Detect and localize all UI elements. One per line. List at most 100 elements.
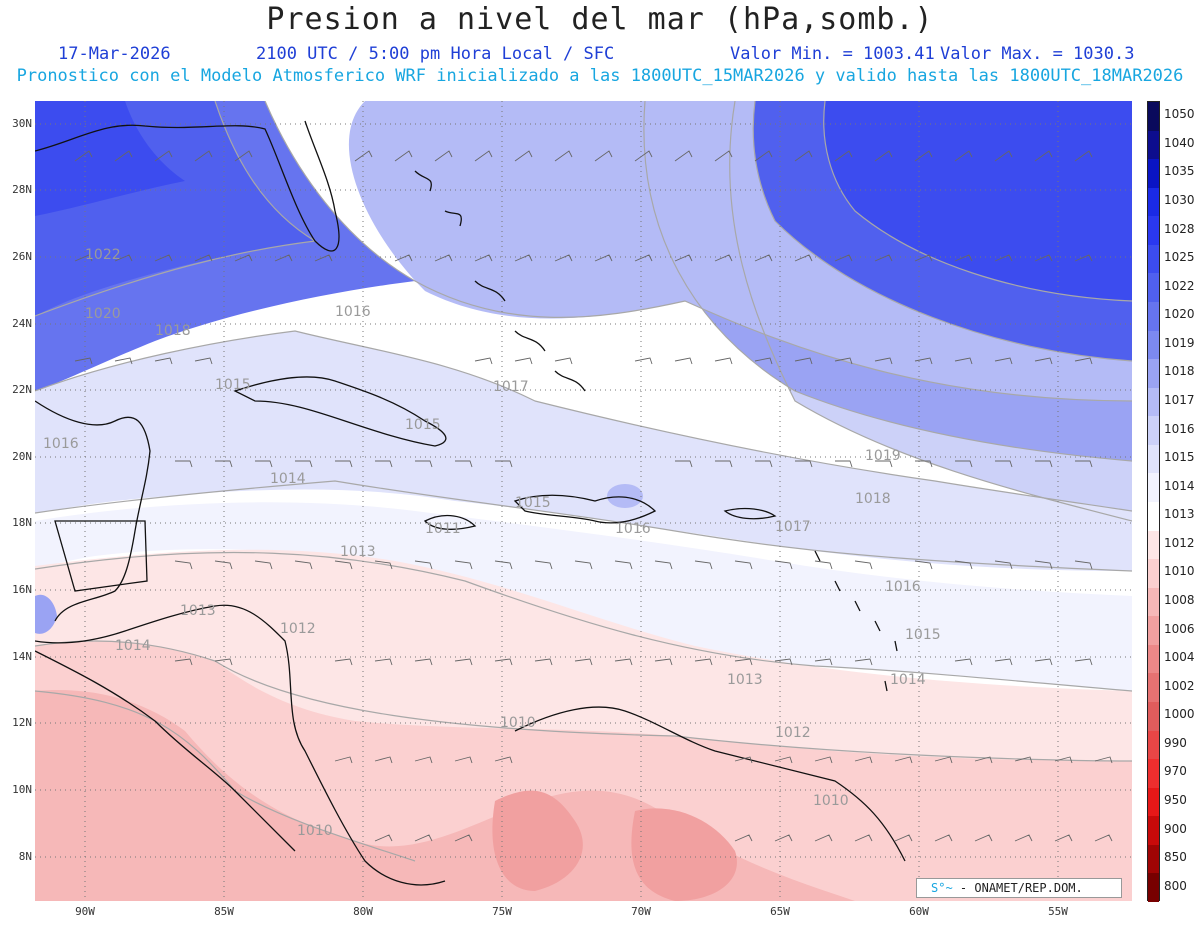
isobar-label: 1010	[500, 715, 536, 731]
isobar-label: 1012	[280, 621, 316, 637]
colorbar-segment	[1148, 216, 1159, 246]
colorbar-segment	[1148, 759, 1159, 789]
pressure-map: 1022 1020 1018 1016 1015 1015 1016 1014 1013 1013…	[35, 101, 1132, 901]
colorbar-label: 1015	[1164, 450, 1195, 465]
lat-label-10n: 10N	[12, 783, 32, 796]
lon-label-55w: 55W	[1048, 905, 1068, 918]
isobar-label: 1017	[775, 519, 811, 535]
isobar-label: 1013	[180, 603, 216, 619]
lat-label-20n: 20N	[12, 450, 32, 463]
colorbar-segment	[1148, 387, 1159, 417]
colorbar-label: 1010	[1164, 564, 1195, 579]
isobar-label: 1014	[890, 672, 926, 688]
wind-barbs	[74, 150, 1113, 842]
colorbar-label: 1002	[1164, 678, 1195, 693]
isobar-label: 1016	[43, 436, 79, 452]
isobar-label: 1019	[865, 448, 901, 464]
colorbar-segment	[1148, 730, 1159, 760]
isobar-label: 1014	[270, 471, 306, 487]
lon-label-75w: 75W	[492, 905, 512, 918]
isobar-label: 1015	[215, 377, 251, 393]
colorbar-label: 1013	[1164, 507, 1195, 522]
colorbar-label: 1025	[1164, 250, 1195, 265]
isobar-label: 1017	[493, 379, 529, 395]
colorbar-segment	[1148, 244, 1159, 274]
colorbar-segment	[1148, 559, 1159, 589]
isobar-label: 1018	[155, 323, 191, 339]
colorbar-segment	[1148, 273, 1159, 303]
colorbar-label: 1006	[1164, 621, 1195, 636]
colorbar-label: 1014	[1164, 478, 1195, 493]
lon-label-70w: 70W	[631, 905, 651, 918]
colorbar-label: 1004	[1164, 650, 1195, 665]
colorbar-label: 1020	[1164, 307, 1195, 322]
colorbar-label: 1000	[1164, 707, 1195, 722]
colorbar-label: 1008	[1164, 593, 1195, 607]
isobar-label: 1016	[335, 304, 371, 320]
colorbar-segment	[1148, 644, 1159, 674]
lat-label-30n: 30N	[12, 117, 32, 130]
colorbar-label: 950	[1164, 793, 1187, 807]
lat-label-12n: 12N	[12, 716, 32, 729]
colorbar-label: 900	[1164, 821, 1187, 836]
colorbar-segment	[1148, 302, 1159, 332]
lat-label-26n: 26N	[12, 250, 32, 263]
colorbar-segment	[1148, 530, 1159, 560]
colorbar-segment	[1148, 502, 1159, 532]
lat-label-16n: 16N	[12, 583, 32, 596]
lat-label-18n: 18N	[12, 516, 32, 529]
lat-label-24n: 24N	[12, 317, 32, 330]
lon-label-85w: 85W	[214, 905, 234, 918]
isobar-label: 1015	[515, 495, 551, 511]
lon-label-80w: 80W	[353, 905, 373, 918]
pressure-colorbar	[1147, 101, 1160, 903]
colorbar-label: 990	[1164, 735, 1187, 750]
isobar-label: 1010	[813, 793, 849, 809]
colorbar-segment	[1148, 159, 1159, 189]
colorbar-segment	[1148, 844, 1159, 874]
colorbar-segment	[1148, 702, 1159, 732]
colorbar-segment	[1148, 187, 1159, 217]
colorbar-label: 1019	[1164, 335, 1195, 350]
colorbar-label: 1030	[1164, 193, 1195, 207]
coastlines	[35, 120, 906, 886]
onamet-logo-icon: S°~	[931, 881, 953, 895]
colorbar-segment	[1148, 444, 1159, 474]
lon-label-60w: 60W	[909, 905, 929, 918]
credit-separator: -	[959, 881, 975, 895]
credit-box: S°~ - ONAMET/REP.DOM.	[916, 878, 1122, 898]
lat-label-28n: 28N	[12, 183, 32, 196]
valor-min: Valor Min. = 1003.41	[730, 44, 935, 64]
colorbar-segment	[1148, 873, 1159, 903]
isobar-label: 1022	[85, 247, 121, 263]
isobar-label: 1020	[85, 306, 121, 322]
colorbar-segment	[1148, 416, 1159, 446]
lat-label-14n: 14N	[12, 650, 32, 663]
valor-max: Valor Max. = 1030.3	[940, 44, 1135, 64]
isobar-label: 1015	[905, 627, 941, 643]
forecast-time: 2100 UTC / 5:00 pm Hora Local / SFC	[256, 44, 615, 64]
colorbar-label: 800	[1164, 878, 1187, 893]
isobar-label: 1011	[425, 521, 461, 537]
colorbar-label: 1018	[1164, 364, 1195, 379]
lon-label-90w: 90W	[75, 905, 95, 918]
colorbar-segment	[1148, 473, 1159, 503]
lat-label-22n: 22N	[12, 383, 32, 396]
colorbar-segment	[1148, 616, 1159, 646]
colorbar-segment	[1148, 102, 1159, 132]
colorbar-label: 1035	[1164, 164, 1195, 179]
isobar-label: 1013	[340, 544, 376, 560]
colorbar-segment	[1148, 130, 1159, 160]
isobar-label: 1018	[855, 491, 891, 507]
colorbar-label: 1028	[1164, 221, 1195, 236]
chart-title: Presion a nivel del mar (hPa,somb.)	[266, 2, 934, 37]
colorbar-label: 850	[1164, 850, 1187, 865]
isobar-label: 1010	[297, 823, 333, 839]
isobar-label: 1014	[115, 638, 151, 654]
colorbar-label: 1016	[1164, 421, 1195, 436]
pressure-field-svg: 1022 1020 1018 1016 1015 1015 1016 1014 1013 1013…	[35, 101, 1132, 901]
isobar-label: 1013	[727, 672, 763, 688]
colorbar-label: 1017	[1164, 393, 1195, 407]
colorbar-segment	[1148, 673, 1159, 703]
colorbar-label: 1040	[1164, 135, 1195, 150]
